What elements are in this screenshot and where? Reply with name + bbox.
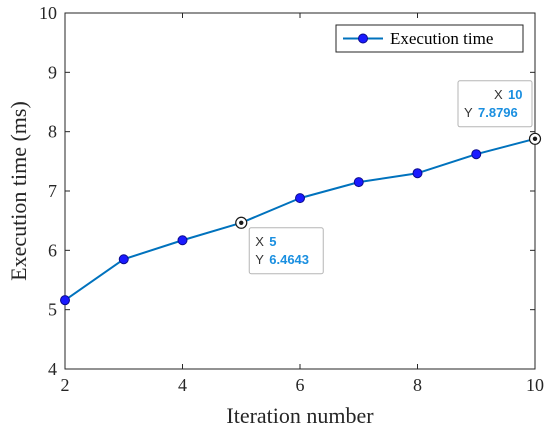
y-tick-label: 5 <box>48 300 57 320</box>
y-axis-title: Execution time (ms) <box>6 101 31 281</box>
datatip-anchor-dot <box>532 136 538 142</box>
data-point[interactable] <box>412 168 423 179</box>
x-tick-label: 4 <box>178 375 187 395</box>
data-point[interactable] <box>60 295 70 306</box>
y-tick-label: 10 <box>39 3 57 23</box>
x-tick-label: 8 <box>413 375 422 395</box>
datatip-y-key: Y <box>255 252 264 267</box>
y-tick-label: 9 <box>48 62 57 82</box>
datatip-y-value: 7.8796 <box>478 105 518 120</box>
y-tick-label: 4 <box>48 359 57 379</box>
data-point[interactable] <box>353 177 364 188</box>
datatip-y-value: 6.4643 <box>269 252 309 267</box>
y-tick-label: 8 <box>48 122 57 142</box>
x-tick-label: 2 <box>61 375 70 395</box>
datatip-y-key: Y <box>464 105 473 120</box>
legend-marker <box>358 33 368 44</box>
legend-label: Execution time <box>390 29 493 48</box>
data-point[interactable] <box>295 193 305 204</box>
x-axis-title: Iteration number <box>226 403 374 428</box>
data-point[interactable] <box>471 149 482 160</box>
y-tick-label: 6 <box>48 240 57 260</box>
datatip-x-key: X <box>255 234 264 249</box>
x-tick-label: 6 <box>296 375 305 395</box>
datatip-x-value: 5 <box>269 234 276 249</box>
datatip-x-key: X <box>494 87 503 102</box>
data-point[interactable] <box>177 235 188 246</box>
legend[interactable]: Execution time <box>335 24 524 53</box>
data-point[interactable] <box>118 254 129 265</box>
datatip[interactable]: X 10 Y 7.8796 <box>457 80 533 128</box>
datatip-box <box>248 227 324 275</box>
datatip-x-value: 10 <box>508 87 522 102</box>
datatip[interactable]: X 5Y 6.4643 <box>248 227 324 275</box>
plot-area <box>64 12 536 370</box>
datatip-box <box>457 80 533 128</box>
datatip-anchor-dot <box>239 220 244 225</box>
y-tick-label: 7 <box>48 181 57 201</box>
x-tick-label: 10 <box>526 375 544 395</box>
